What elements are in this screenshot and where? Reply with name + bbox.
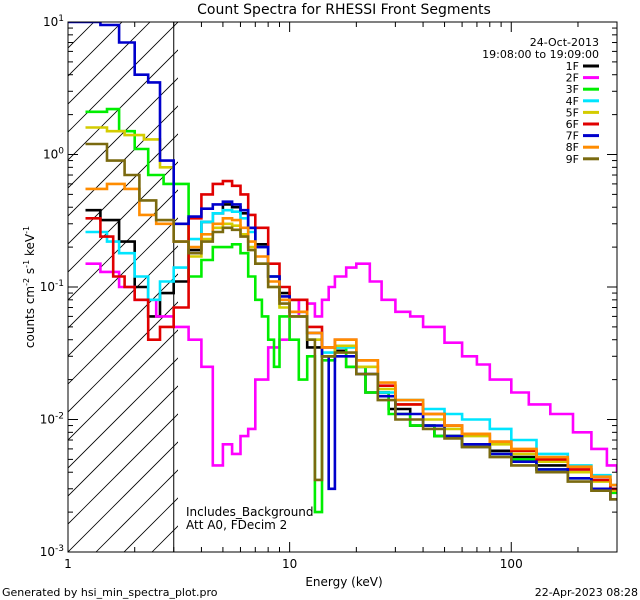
annotation-background: Includes_Background [186,505,314,519]
y-label-part: counts cm [23,286,37,348]
y-tick-labels: 101 100 10-1 10-2 10-3 [40,14,65,559]
y-tick-label: 10-2 [40,412,64,427]
x-tick-label: 1 [64,557,72,571]
y-tick-label: 101 [43,14,64,29]
legend: 24-Oct-2013 19:08:00 to 19:09:00 1F2F3F4… [482,36,599,166]
y-tick-label: 100 [43,147,64,162]
annotation-attenuator: Att A0, FDecim 2 [186,518,287,532]
hatch-line [68,273,178,385]
hatch-line [68,357,178,469]
legend-label: 6F [566,118,579,131]
y-label-exp: -1 [22,260,31,268]
y-label-part: keV [23,233,37,260]
hatch-line [376,0,640,552]
x-axis-label: Energy (keV) [305,575,382,589]
hatch-line [0,0,124,552]
hatch-line [348,0,640,552]
series-group [68,22,617,514]
legend-label: 7F [566,130,579,143]
y-label-exp: -2 [22,278,31,286]
hatch-line [68,133,178,245]
legend-time-range: 19:08:00 to 19:09:00 [482,48,599,61]
y-label-exp: -1 [22,226,31,234]
hatch-line [68,385,178,497]
axis-ticks [67,21,618,553]
legend-label: 1F [566,60,579,73]
series-7f [68,22,617,501]
footer-generated-by: Generated by hsi_min_spectra_plot.pro [2,586,218,599]
series-5f [85,126,617,492]
hatch-line [68,22,95,49]
series-9f [85,142,617,501]
hatched-threshold-region [0,0,640,552]
hatch-line [68,329,178,441]
hatch-line [68,245,178,357]
hatch-line [0,0,96,552]
legend-date: 24-Oct-2013 [530,36,599,49]
y-axis-label: counts cm-2 s-1 keV-1 [22,226,37,348]
legend-label: 2F [566,72,579,85]
legend-label: 9F [566,153,579,166]
x-tick-label: 100 [500,557,523,571]
y-label-part: s [23,268,37,278]
hatch-line [68,189,178,301]
legend-label: 8F [566,141,579,154]
chart-title: Count Spectra for RHESSI Front Segments [197,2,491,18]
x-tick-labels: 1 10 100 [64,557,523,571]
hatch-line [404,0,640,552]
legend-label: 5F [566,106,579,119]
series-4f [85,208,617,487]
y-tick-label: 10-3 [40,544,64,559]
hatch-line [68,413,178,525]
y-tick-label: 10-1 [40,279,64,294]
hatch-line [68,161,178,273]
x-tick-label: 10 [282,557,297,571]
legend-label: 3F [566,83,579,96]
hatch-line [68,105,178,217]
series-2f [85,262,617,473]
legend-label: 4F [566,95,579,108]
plot-frame [67,21,618,553]
footer-date: 22-Apr-2023 08:28 [535,586,638,599]
